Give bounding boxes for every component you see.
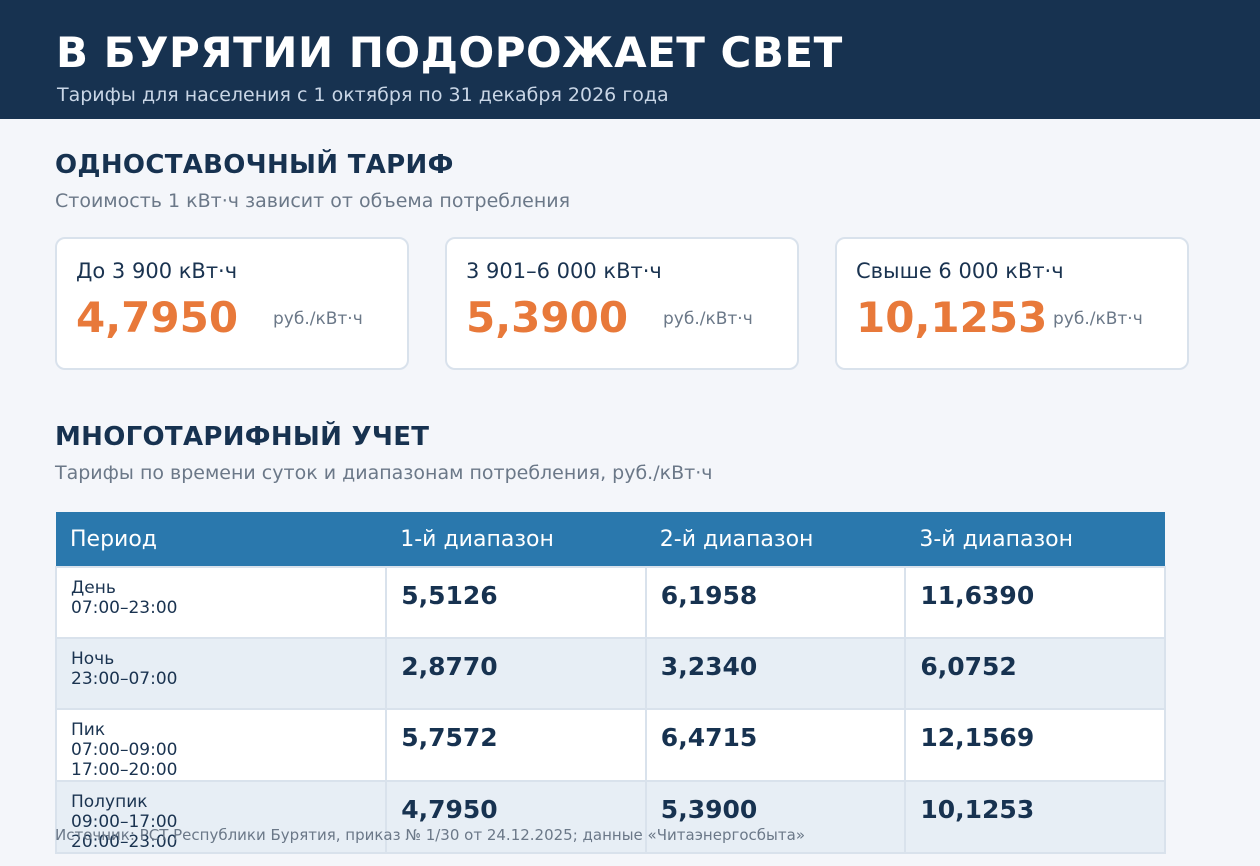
- tariff-value: 2,8770: [401, 652, 498, 681]
- period-name: День: [71, 578, 116, 598]
- column-header: 1-й диапазон: [386, 512, 646, 567]
- value-cell: 6,4715: [644, 708, 907, 782]
- period-name: Пик: [71, 720, 106, 740]
- tariff-card: 3 901–6 000 кВт·ч 5,3900 руб./кВт·ч: [445, 237, 799, 370]
- tariff-value: 4,7950: [401, 795, 498, 824]
- period-cell: Полупик 09:00–17:00 20:00–23:00: [54, 780, 388, 854]
- multi-tariff-title: МНОГОТАРИФНЫЙ УЧЕТ: [55, 422, 430, 452]
- card-unit: руб./кВт·ч: [273, 309, 363, 329]
- table-row: Пик 07:00–09:00 17:00–20:00 5,7572 6,471…: [54, 708, 1166, 782]
- tariff-card: До 3 900 кВт·ч 4,7950 руб./кВт·ч: [55, 237, 409, 370]
- value-cell: 6,0752: [904, 637, 1166, 710]
- value-cell: 2,8770: [385, 637, 647, 710]
- value-cell: 5,5126: [385, 566, 647, 639]
- period-time: 07:00–23:00: [71, 598, 178, 618]
- period-time: 20:00–23:00: [71, 832, 178, 852]
- table-row: Полупик 09:00–17:00 20:00–23:00 4,7950 5…: [54, 780, 1166, 854]
- period-cell: День 07:00–23:00: [54, 566, 388, 639]
- table-header-row: Период 1-й диапазон 2-й диапазон 3-й диа…: [56, 512, 1165, 567]
- tariff-value: 12,1569: [920, 723, 1035, 752]
- card-unit: руб./кВт·ч: [663, 309, 753, 329]
- card-price: 10,1253: [856, 293, 1048, 342]
- value-cell: 11,6390: [904, 566, 1166, 639]
- value-cell: 4,7950: [385, 780, 647, 854]
- source-note: Источник: РСТ Республики Бурятия, приказ…: [55, 826, 805, 844]
- card-range: Свыше 6 000 кВт·ч: [856, 259, 1064, 283]
- card-unit: руб./кВт·ч: [1053, 309, 1143, 329]
- column-header: 2-й диапазон: [645, 512, 906, 567]
- period-time: 07:00–09:00: [71, 740, 178, 760]
- card-price: 4,7950: [76, 293, 239, 342]
- period-name: Полупик: [71, 792, 148, 812]
- single-tariff-title: ОДНОСТАВОЧНЫЙ ТАРИФ: [55, 150, 454, 180]
- tariff-table: Период 1-й диапазон 2-й диапазон 3-й диа…: [54, 512, 1166, 854]
- period-time: 17:00–20:00: [71, 760, 178, 780]
- table-row: Ночь 23:00–07:00 2,8770 3,2340 6,0752: [54, 637, 1166, 710]
- tariff-value: 6,0752: [920, 652, 1017, 681]
- value-cell: 3,2340: [644, 637, 907, 710]
- tariff-value: 5,3900: [660, 795, 758, 824]
- value-cell: 12,1569: [904, 708, 1166, 782]
- card-price: 5,3900: [466, 293, 629, 342]
- period-time: 09:00–17:00: [71, 812, 178, 832]
- period-cell: Пик 07:00–09:00 17:00–20:00: [54, 708, 388, 782]
- single-tariff-subtitle: Стоимость 1 кВт·ч зависит от объема потр…: [55, 190, 571, 212]
- card-range: 3 901–6 000 кВт·ч: [466, 259, 662, 283]
- value-cell: 5,7572: [385, 708, 647, 782]
- tariff-value: 6,1958: [660, 581, 758, 610]
- tariff-card: Свыше 6 000 кВт·ч 10,1253 руб./кВт·ч: [835, 237, 1189, 370]
- column-header: 3-й диапазон: [905, 512, 1165, 567]
- column-header: Период: [56, 512, 387, 567]
- page-title: В БУРЯТИИ ПОДОРОЖАЕТ СВЕТ: [56, 28, 843, 77]
- tariff-value: 10,1253: [920, 795, 1035, 824]
- tariff-value: 11,6390: [920, 581, 1035, 610]
- page-subtitle: Тарифы для населения с 1 октября по 31 д…: [57, 84, 669, 106]
- period-cell: Ночь 23:00–07:00: [54, 637, 388, 710]
- multi-tariff-subtitle: Тарифы по времени суток и диапазонам пот…: [55, 462, 713, 484]
- period-time: 23:00–07:00: [71, 669, 178, 689]
- tariff-value: 6,4715: [660, 723, 758, 752]
- value-cell: 5,3900: [644, 780, 907, 854]
- tariff-value: 3,2340: [660, 652, 758, 681]
- card-range: До 3 900 кВт·ч: [76, 259, 238, 283]
- tariff-value: 5,7572: [401, 723, 498, 752]
- header: В БУРЯТИИ ПОДОРОЖАЕТ СВЕТ Тарифы для нас…: [0, 0, 1260, 119]
- tariff-value: 5,5126: [401, 581, 498, 610]
- period-name: Ночь: [71, 649, 115, 669]
- table-row: День 07:00–23:00 5,5126 6,1958 11,6390: [54, 566, 1166, 639]
- value-cell: 6,1958: [644, 566, 907, 639]
- value-cell: 10,1253: [904, 780, 1166, 854]
